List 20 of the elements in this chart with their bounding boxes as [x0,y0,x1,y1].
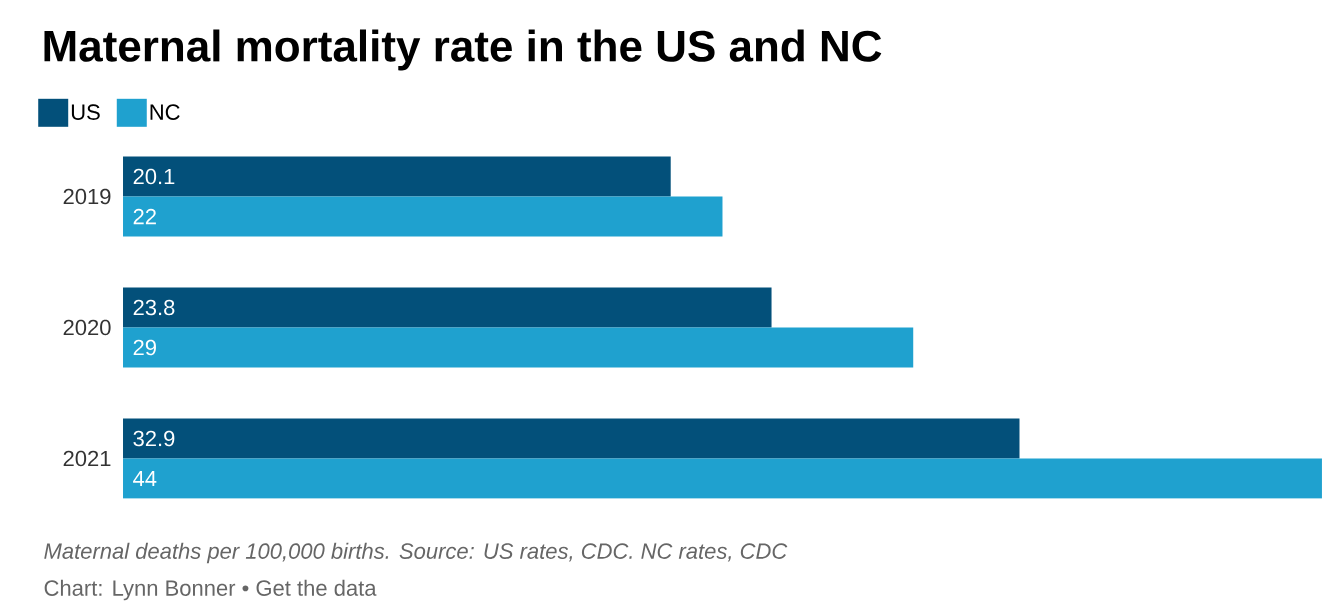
data-label: 44 [133,470,157,487]
data-label: 29 [133,339,156,356]
chart-title: Maternal mortality rate in the US and NC [44,29,882,71]
bar [123,196,723,237]
bar [123,458,1322,499]
text: Maternal deaths per 100,000 births. Source: US rates, CDC. NC rates, CDC [44,542,788,564]
data-label: 22 [133,208,156,225]
legend-label: US [71,104,100,120]
y-tick-label: 2020 [63,319,111,336]
text: Chart: Lynn Bonner • Get the data [44,579,377,601]
y-tick-label: 2019 [63,188,111,205]
bar [123,287,772,328]
data-label: 20.1 [133,168,175,185]
data-label: 23.8 [133,299,175,316]
legend-label: NC [150,104,180,120]
y-tick-label: 2021 [63,450,111,467]
data-label: 32.9 [133,430,175,447]
bar [123,156,671,197]
bar [123,327,914,368]
bar [123,418,1020,459]
